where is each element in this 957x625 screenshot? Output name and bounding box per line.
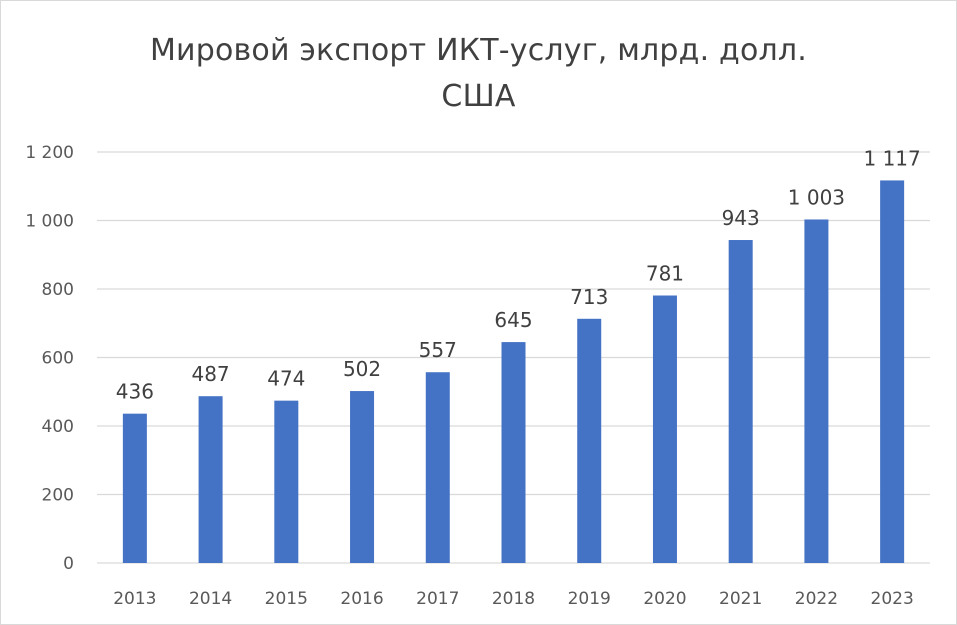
data-label-2019: 713: [570, 285, 608, 309]
data-label-2022: 1 003: [788, 185, 845, 209]
data-label-2013: 436: [116, 380, 154, 404]
data-label-2016: 502: [343, 357, 381, 381]
x-tick-label-2023: 2023: [871, 589, 914, 609]
bar-2014: [198, 396, 223, 563]
chart-title-line-1: Мировой экспорт ИКТ-услуг, млрд. долл.: [149, 33, 808, 68]
x-tick-label-2014: 2014: [189, 589, 232, 609]
chart-title-line-2: США: [441, 79, 516, 114]
chart-title: Мировой экспорт ИКТ-услуг, млрд. долл. С…: [0, 28, 957, 120]
data-label-2014: 487: [191, 362, 229, 386]
data-label-2023: 1 117: [864, 146, 921, 170]
y-axis-tick-labels: 0 200 400 600 800 1 000 1 200: [25, 143, 74, 574]
bar-2015: [274, 400, 299, 563]
y-tick-label: 0: [63, 554, 74, 574]
data-label-2017: 557: [419, 338, 457, 362]
x-tick-label-2020: 2020: [643, 589, 686, 609]
bar-2022: [804, 219, 829, 563]
bar-2016: [350, 391, 375, 563]
bar-2018: [501, 342, 526, 563]
x-tick-label-2016: 2016: [340, 589, 383, 609]
x-tick-label-2019: 2019: [568, 589, 611, 609]
data-label-2021: 943: [722, 206, 760, 230]
x-tick-label-2013: 2013: [113, 589, 156, 609]
y-tick-label: 800: [42, 280, 74, 300]
data-labels: 436 487 474 502 557 645 713 781 943 1 003 1 117: [116, 146, 921, 403]
bars: [122, 180, 905, 564]
x-axis-tick-labels: 2013 2014 2015 2016 2017 2018 2019 2020 2021 2022…: [113, 589, 914, 609]
y-tick-label: 400: [42, 417, 74, 437]
x-tick-label-2017: 2017: [416, 589, 459, 609]
data-label-2018: 645: [494, 308, 532, 332]
bar-2019: [577, 318, 602, 563]
bar-2021: [728, 240, 753, 563]
x-tick-label-2015: 2015: [265, 589, 308, 609]
data-label-2015: 474: [267, 367, 305, 391]
x-tick-label-2018: 2018: [492, 589, 535, 609]
y-tick-label: 200: [42, 486, 74, 506]
x-tick-label-2022: 2022: [795, 589, 838, 609]
x-tick-label-2021: 2021: [719, 589, 762, 609]
y-tick-label: 1 200: [25, 143, 74, 163]
bar-2020: [652, 295, 677, 563]
y-tick-label: 1 000: [25, 212, 74, 232]
data-label-2020: 781: [646, 262, 684, 286]
bar-2013: [122, 413, 147, 563]
bar-2017: [425, 372, 450, 563]
y-tick-label: 600: [42, 349, 74, 369]
bar-2023: [880, 180, 905, 564]
